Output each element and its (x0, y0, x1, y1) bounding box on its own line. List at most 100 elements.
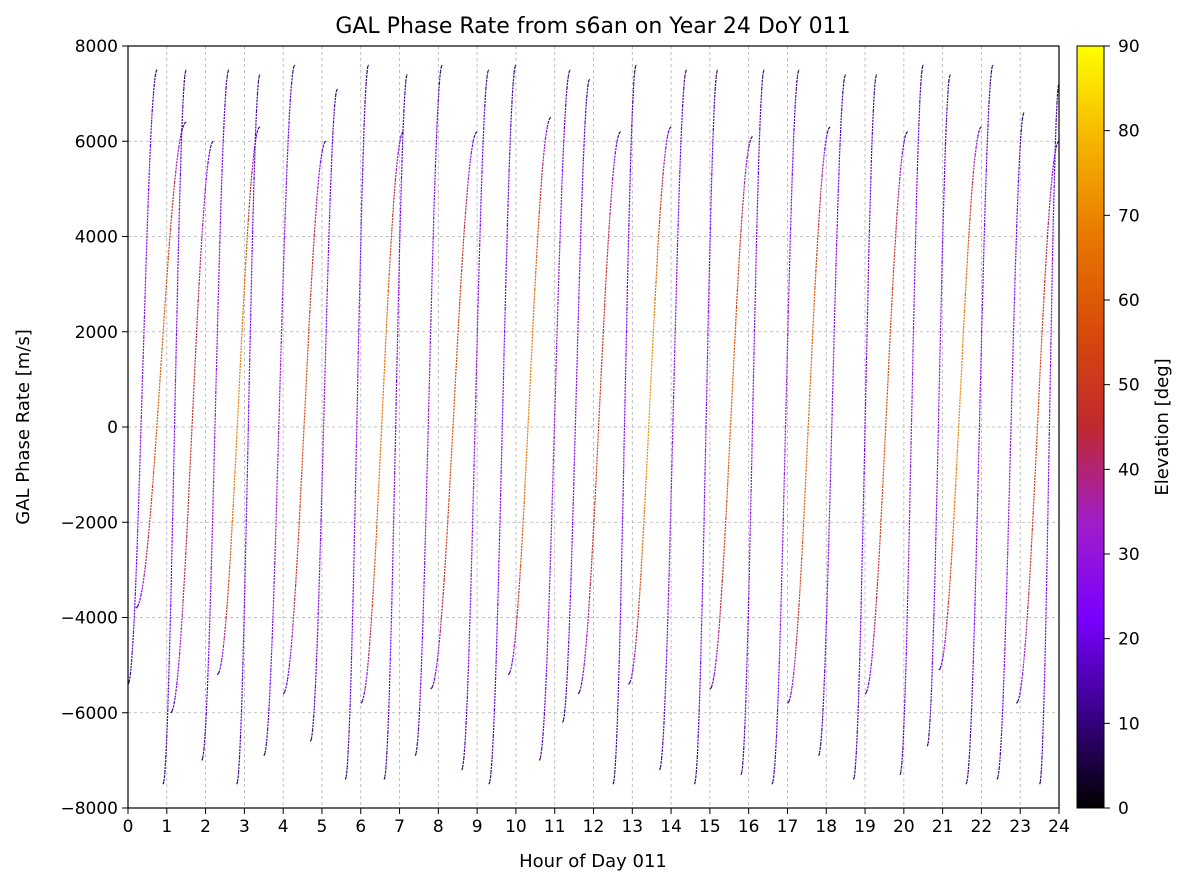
pass-segment (938, 388, 940, 411)
pass-segment (628, 683, 630, 685)
pass-segment (826, 585, 829, 605)
pass-segment (186, 518, 189, 537)
pass-segment (134, 579, 137, 595)
pass-segment (979, 127, 982, 130)
pass-segment (884, 431, 887, 450)
pass-segment (265, 743, 267, 750)
colorbar-tick-label: 60 (1118, 291, 1140, 311)
pass-segment (512, 77, 515, 85)
pass-segment (207, 659, 210, 675)
pass-segment (318, 559, 321, 579)
pass-segment (425, 499, 427, 522)
pass-segment (971, 183, 974, 195)
pass-segment (401, 147, 404, 163)
pass-segment (963, 294, 966, 312)
pass-segment (739, 230, 742, 245)
pass-segment (203, 742, 206, 749)
pass-segment (275, 499, 278, 522)
satellite-pass-5 (201, 69, 230, 761)
pass-segment (746, 636, 749, 655)
pass-segment (197, 284, 200, 301)
pass-segment (332, 122, 335, 133)
pass-segment (161, 333, 164, 350)
pass-segment (842, 86, 844, 93)
pass-segment (735, 290, 738, 308)
pass-segment (288, 111, 291, 124)
pass-segment (219, 665, 222, 670)
pass-segment (617, 678, 620, 696)
pass-segment (742, 193, 745, 206)
pass-segment (453, 392, 456, 411)
pass-segment (609, 201, 612, 215)
pass-segment (331, 143, 333, 157)
pass-segment (154, 75, 156, 81)
pass-segment (128, 678, 131, 682)
pass-segment (246, 475, 248, 499)
pass-segment (472, 488, 475, 511)
pass-segment (894, 227, 897, 242)
pass-segment (885, 394, 888, 413)
pass-segment (584, 112, 587, 123)
satellite-pass-10 (309, 88, 338, 742)
pass-segment (743, 182, 746, 194)
pass-segment (829, 481, 831, 504)
pass-segment (393, 472, 396, 496)
pass-segment (938, 668, 940, 671)
pass-segment (916, 168, 918, 186)
pass-segment (1046, 236, 1048, 252)
pass-segment (631, 669, 634, 675)
pass-segment (967, 233, 970, 248)
pass-segment (249, 183, 252, 195)
pass-segment (635, 64, 637, 67)
pass-segment (747, 145, 750, 152)
pass-segment (1000, 734, 1003, 746)
pass-segment (948, 577, 951, 591)
pass-segment (672, 396, 675, 420)
x-tick-label: 5 (317, 817, 328, 837)
pass-segment (484, 96, 486, 106)
pass-segment (773, 771, 775, 778)
x-tick-label: 22 (971, 817, 993, 837)
pass-segment (1005, 593, 1008, 613)
pass-segment (345, 772, 348, 777)
pass-segment (390, 229, 393, 244)
pass-segment (787, 702, 789, 704)
pass-segment (637, 602, 640, 616)
pass-segment (868, 672, 871, 679)
pass-segment (420, 669, 422, 685)
pass-segment (629, 170, 631, 188)
pass-segment (177, 228, 180, 249)
pass-segment (491, 747, 494, 757)
pass-segment (989, 77, 992, 85)
pass-segment (349, 690, 352, 706)
pass-segment (630, 674, 633, 679)
pass-segment (826, 565, 829, 586)
pass-segment (1012, 338, 1014, 360)
pass-segment (210, 567, 212, 588)
pass-segment (859, 622, 862, 642)
pass-segment (938, 366, 941, 389)
pass-segment (216, 304, 219, 326)
pass-segment (824, 639, 827, 656)
pass-segment (674, 329, 676, 352)
pass-segment (986, 139, 988, 155)
pass-segment (900, 767, 902, 772)
satellite-pass-12 (360, 131, 404, 704)
pass-segment (435, 660, 438, 668)
pass-segment (455, 355, 458, 375)
pass-segment (833, 305, 836, 328)
pass-segment (136, 530, 139, 548)
pass-segment (702, 541, 705, 564)
pass-segment (718, 620, 721, 632)
pass-segment (1033, 477, 1036, 496)
pass-segment (716, 69, 719, 71)
pass-segment (616, 723, 618, 737)
pass-segment (789, 693, 792, 698)
pass-segment (889, 322, 892, 341)
pass-segment (1053, 156, 1056, 163)
pass-segment (382, 380, 385, 399)
pass-segment (391, 582, 393, 604)
pass-segment (863, 449, 866, 474)
pass-segment (328, 216, 331, 234)
pass-segment (792, 129, 795, 144)
